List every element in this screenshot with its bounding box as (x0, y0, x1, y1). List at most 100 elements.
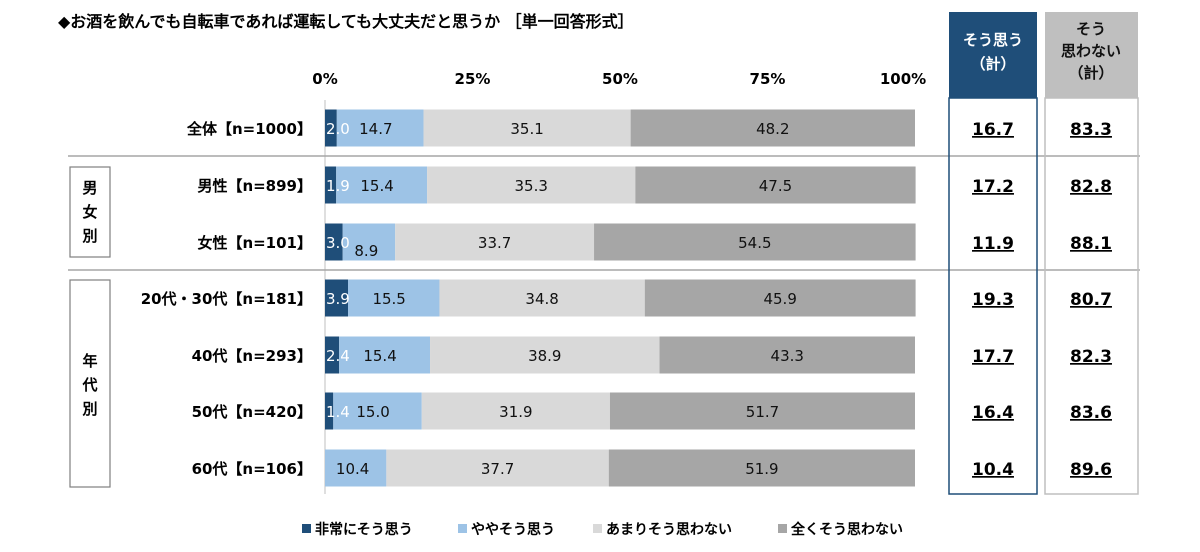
legend-swatch-4 (778, 524, 787, 533)
data-label: 43.3 (771, 347, 804, 365)
data-label: 35.1 (510, 120, 543, 138)
agree-total-value: 16.4 (972, 403, 1014, 423)
bar-segment-1 (325, 279, 349, 317)
x-tick-label: 25% (455, 70, 491, 88)
disagree-header-bg (1045, 12, 1138, 98)
legend: 非常にそう思う ややそう思う あまりそう思わない 全くそう思わない (302, 521, 903, 538)
bar-segment-1 (325, 166, 337, 204)
data-label: 51.9 (745, 460, 778, 478)
agree-total-value: 17.2 (972, 177, 1014, 197)
legend-swatch-1 (302, 524, 311, 533)
row-label: 女性【n=101】 (197, 234, 312, 252)
row-label: 40代【n=293】 (192, 347, 312, 365)
data-label: 3.0 (326, 234, 350, 252)
agree-total-value: 17.7 (972, 347, 1014, 367)
bar-segment-1 (325, 392, 334, 430)
legend-label: あまりそう思わない (606, 522, 732, 538)
legend-label: 全くそう思わない (790, 521, 903, 538)
row-label: 男性【n=899】 (197, 177, 312, 195)
data-label: 37.7 (481, 460, 514, 478)
chart-title: ◆お酒を飲んでも自転車であれば運転しても大丈夫だと思うか ［単一回答形式］ (58, 12, 634, 31)
row-label: 50代【n=420】 (192, 403, 312, 421)
x-tick-label: 50% (602, 70, 638, 88)
bar-segment-4 (630, 109, 915, 147)
legend-label: ややそう思う (471, 522, 555, 538)
disagree-header-line: 思わない (1061, 42, 1121, 60)
data-label: 8.9 (354, 242, 378, 260)
row-label: 全体【n=1000】 (186, 120, 312, 138)
data-label: 54.5 (738, 234, 771, 252)
data-label: 14.7 (359, 120, 392, 138)
disagree-header-line: （計） (1068, 64, 1113, 82)
data-labels: 2.0 14.7 35.1 48.2 1.9 15.4 35.3 47.5 3.0 8.9 33.7… (326, 120, 804, 478)
data-label: 33.7 (478, 234, 511, 252)
disagree-header-line: そう (1076, 20, 1106, 38)
data-label: 1.4 (326, 403, 350, 421)
disagree-column-border (1044, 97, 1139, 495)
row-labels: 全体【n=1000】男性【n=899】女性【n=101】 20代・30代【n=18… (141, 120, 312, 478)
data-label: 15.4 (363, 347, 396, 365)
x-tick-label: 75% (750, 70, 786, 88)
group-box (69, 166, 111, 258)
legend-swatch-3 (593, 524, 602, 533)
bar-segment-1 (325, 336, 340, 374)
summary-columns: そう思う （計） そう思わない （計） 16.7 83.3 17.2 82.8 11.9 88.1… (948, 12, 1139, 495)
agree-column-border (948, 97, 1038, 495)
x-tick-label: 0% (312, 70, 337, 88)
data-label: 15.0 (356, 403, 389, 421)
data-label: 31.9 (499, 403, 532, 421)
data-label: 15.4 (360, 177, 393, 195)
data-label: 2.0 (326, 120, 350, 138)
legend-swatch-2 (458, 524, 467, 533)
bar-segment-2 (336, 109, 424, 147)
x-tick-label: 100% (880, 70, 926, 88)
bar-segment-2 (348, 279, 440, 317)
data-label: 3.9 (326, 290, 350, 308)
disagree-total-value: 88.1 (1070, 234, 1112, 254)
bar-segment-2 (339, 336, 431, 374)
data-label: 34.8 (525, 290, 558, 308)
disagree-total-value: 80.7 (1070, 290, 1112, 310)
disagree-total-value: 82.8 (1070, 177, 1112, 197)
bar-segment-3 (423, 109, 631, 147)
bar-segment-4 (594, 223, 916, 261)
agree-header-line: そう思う (963, 31, 1023, 49)
data-label: 45.9 (763, 290, 796, 308)
agree-total-value: 10.4 (972, 460, 1014, 480)
data-label: 38.9 (528, 347, 561, 365)
bar-segment-2 (333, 392, 422, 430)
bar-segment-4 (644, 279, 916, 317)
bar-segment-2 (342, 223, 396, 261)
data-label: 48.2 (756, 120, 789, 138)
bar-segment-1 (325, 223, 343, 261)
bar-segment-2 (325, 449, 387, 487)
agree-total-value: 19.3 (972, 290, 1014, 310)
group-label: 年代別 (81, 352, 97, 418)
bar-segments (325, 109, 916, 487)
bar-segment-3 (439, 279, 645, 317)
group-box (69, 279, 111, 488)
data-label: 10.4 (336, 460, 369, 478)
disagree-total-value: 83.3 (1070, 120, 1112, 140)
group-label: 男女別 (81, 179, 97, 245)
bar-segment-4 (608, 449, 915, 487)
bar-segment-4 (635, 166, 916, 204)
data-label: 2.4 (326, 347, 350, 365)
disagree-total-value: 89.6 (1070, 460, 1112, 480)
legend-label: 非常にそう思う (315, 521, 413, 538)
row-label: 20代・30代【n=181】 (141, 290, 312, 308)
disagree-total-value: 82.3 (1070, 347, 1112, 367)
bar-segment-4 (659, 336, 915, 374)
data-label: 47.5 (759, 177, 792, 195)
data-label: 1.9 (326, 177, 350, 195)
bar-segment-3 (430, 336, 660, 374)
bar-segment-3 (386, 449, 609, 487)
bar-segment-3 (395, 223, 595, 261)
bar-segment-3 (421, 392, 610, 430)
data-label: 35.3 (515, 177, 548, 195)
x-axis-ticks: 0% 25% 50% 75% 100% (312, 70, 926, 88)
row-label: 60代【n=106】 (192, 460, 312, 478)
agree-total-value: 11.9 (972, 234, 1014, 254)
bar-segment-1 (325, 109, 337, 147)
